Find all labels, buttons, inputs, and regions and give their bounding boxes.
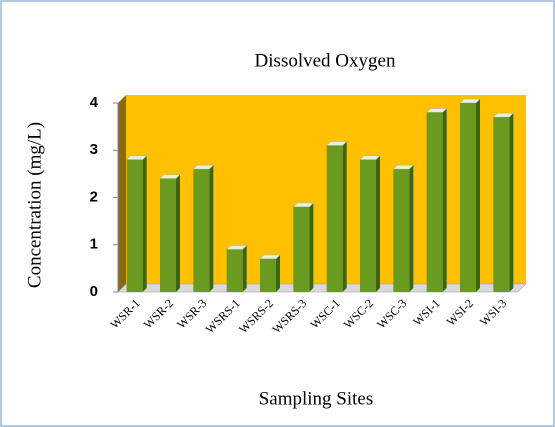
y-tick-label: 3 (90, 141, 98, 158)
bar-side (176, 174, 180, 292)
bar (360, 159, 376, 292)
chart-title: Dissolved Oxygen (255, 50, 396, 71)
bar (293, 206, 310, 292)
bar (160, 178, 176, 292)
bar (226, 249, 243, 292)
bar (326, 145, 343, 292)
bar (426, 112, 443, 292)
side-wall (118, 95, 126, 292)
bar (393, 169, 410, 292)
bar-side (209, 165, 214, 292)
y-tick-label: 1 (90, 236, 98, 253)
bar-side (342, 141, 347, 292)
bar-side (376, 155, 380, 292)
y-tick-label: 4 (90, 94, 99, 111)
bar-side (142, 155, 147, 292)
bar-side (242, 245, 247, 292)
bar-side (476, 99, 480, 292)
bar-side (276, 254, 280, 292)
bar-side (509, 113, 514, 292)
y-axis-label: Concentration (mg/L) (24, 122, 45, 288)
bar (126, 159, 143, 292)
bar-side (409, 165, 414, 292)
floor (117, 283, 527, 293)
bar (193, 169, 210, 292)
bar (493, 117, 510, 292)
bar (260, 258, 276, 292)
back-wall (126, 95, 526, 284)
bar (460, 103, 476, 292)
y-tick-label: 0 (90, 283, 98, 300)
y-tick-label: 2 (90, 188, 98, 205)
bar-side (442, 108, 447, 292)
bar-side (309, 202, 314, 292)
x-axis-label: Sampling Sites (259, 388, 374, 409)
